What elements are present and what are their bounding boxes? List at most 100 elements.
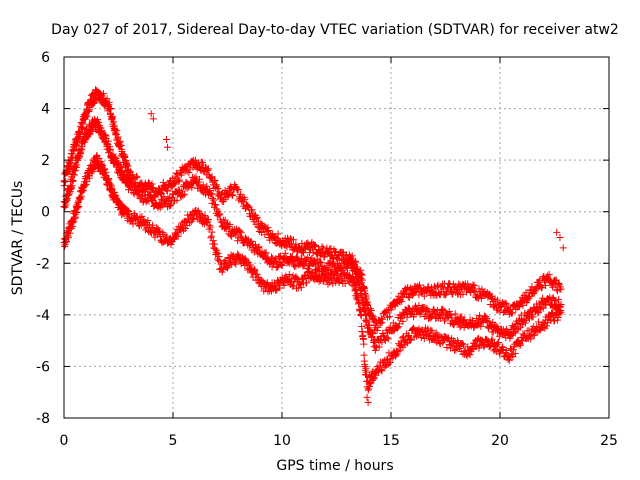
data-point-cloud: [275, 253, 283, 261]
data-point-cloud: [247, 237, 255, 245]
data-point: [147, 110, 155, 118]
data-point-cloud: [110, 118, 118, 126]
data-point-cloud: [470, 323, 478, 331]
data-point-cloud: [207, 190, 215, 198]
data-point: [295, 280, 303, 288]
data-point-cloud: [234, 250, 242, 258]
data-point-cloud: [282, 272, 290, 280]
data-point-cloud: [404, 339, 412, 347]
data-point-cloud: [270, 259, 278, 267]
data-point-cloud: [474, 321, 482, 329]
data-point-cloud: [214, 185, 222, 193]
data-point-cloud: [258, 277, 266, 285]
data-point-cloud: [386, 312, 394, 320]
data-point-cloud: [503, 352, 511, 360]
data-point-cloud: [320, 253, 328, 261]
data-point-cloud: [278, 261, 286, 269]
data-point-cloud: [108, 182, 116, 190]
data-point-cloud: [201, 212, 209, 220]
data-point-cloud: [220, 195, 228, 203]
data-point-cloud: [149, 221, 157, 229]
data-point-cloud: [516, 341, 524, 349]
data-point-cloud: [272, 286, 280, 294]
data-point-cloud: [163, 186, 171, 194]
data-point-cloud: [470, 282, 478, 290]
data-point-cloud: [439, 339, 447, 347]
data-point-cloud: [463, 286, 471, 294]
data-point-cloud: [186, 182, 194, 190]
data-point-cloud: [133, 173, 141, 181]
data-point-cloud: [222, 258, 230, 266]
data-point-cloud: [424, 325, 432, 333]
data-point-cloud: [131, 182, 139, 190]
data-point-cloud: [211, 200, 219, 208]
y-tick-label: -2: [36, 256, 50, 272]
data-point-cloud: [255, 243, 263, 251]
y-tick-label: 0: [41, 205, 50, 221]
data-point-cloud: [513, 326, 521, 334]
data-point-cloud: [206, 223, 214, 231]
data-point-cloud: [149, 184, 157, 192]
data-point-cloud: [253, 215, 261, 223]
data-point-cloud: [357, 285, 365, 293]
data-point-cloud: [276, 284, 284, 292]
data-point-cloud: [502, 347, 510, 355]
data-point-cloud: [341, 279, 349, 287]
data-point-cloud: [223, 263, 231, 271]
data-point-cloud: [146, 191, 154, 199]
data-point-cloud: [284, 234, 292, 242]
data-point-cloud: [509, 346, 517, 354]
data-point-cloud: [300, 249, 308, 257]
data-point-cloud: [159, 229, 167, 237]
data-point-cloud: [70, 171, 78, 179]
data-point-cloud: [196, 165, 204, 173]
data-point-cloud: [377, 314, 385, 322]
data-point-cloud: [445, 307, 453, 315]
data-point-cloud: [89, 92, 97, 100]
y-axis-label: SDTVAR / TECUs: [10, 181, 26, 296]
data-point-cloud: [121, 153, 129, 161]
data-point-cloud: [61, 177, 69, 185]
data-point-cloud: [172, 232, 180, 240]
data-point-cloud: [69, 177, 77, 185]
data-point-cloud: [315, 257, 323, 265]
data-point-cloud: [543, 322, 551, 330]
data-point-cloud: [236, 227, 244, 235]
data-point-cloud: [351, 285, 359, 293]
data-point-cloud: [428, 327, 436, 335]
data-point-cloud: [204, 165, 212, 173]
data-point-cloud: [403, 313, 411, 321]
data-point-cloud: [502, 348, 510, 356]
data-point-cloud: [251, 241, 259, 249]
data-point-cloud: [155, 185, 163, 193]
data-point-cloud: [215, 257, 223, 265]
data-point-cloud: [187, 159, 195, 167]
data-point-cloud: [494, 306, 502, 314]
data-point-cloud: [262, 249, 270, 257]
data-point-cloud: [216, 210, 224, 218]
data-point-cloud: [177, 171, 185, 179]
data-point-cloud: [279, 255, 287, 263]
data-point-cloud: [420, 334, 428, 342]
data-point-cloud: [81, 181, 89, 189]
data-point-cloud: [511, 350, 519, 358]
data-point-cloud: [442, 291, 450, 299]
data-point-cloud: [173, 196, 181, 204]
data-point-cloud: [310, 243, 318, 251]
data-point-cloud: [407, 336, 415, 344]
data-point-cloud: [79, 187, 87, 195]
data-point-cloud: [518, 321, 526, 329]
data-point-cloud: [486, 300, 494, 308]
data-point-cloud: [500, 331, 508, 339]
data-point-cloud: [237, 232, 245, 240]
data-point-cloud: [405, 306, 413, 314]
data-point-cloud: [156, 228, 164, 236]
data-point-cloud: [105, 143, 113, 151]
data-point-cloud: [241, 196, 249, 204]
data-point-cloud: [274, 230, 282, 238]
data-point-cloud: [68, 178, 76, 186]
data-point-cloud: [215, 211, 223, 219]
data-point-cloud: [192, 173, 200, 181]
data-point-cloud: [254, 250, 262, 258]
data-point-cloud: [410, 289, 418, 297]
